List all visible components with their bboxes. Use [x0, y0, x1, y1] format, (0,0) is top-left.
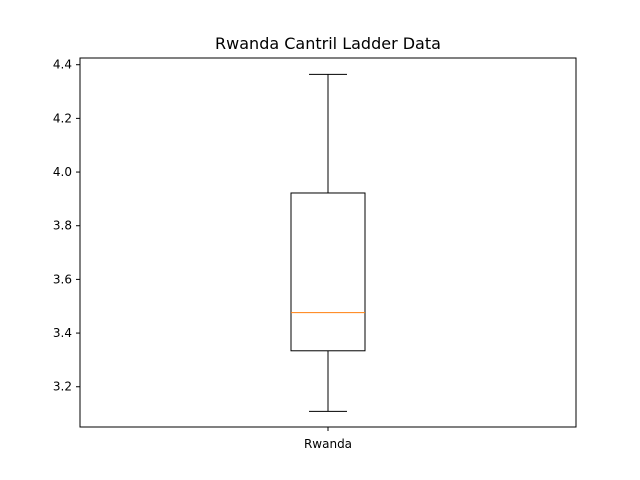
plot-area: [290, 73, 366, 412]
x-axis: Rwanda: [304, 427, 352, 451]
box-group: [290, 73, 366, 412]
y-tick-label: 3.4: [53, 326, 72, 340]
y-tick-label: 4.4: [53, 58, 72, 72]
y-tick-label: 3.8: [53, 219, 72, 233]
y-tick-label: 4.0: [53, 165, 72, 179]
y-tick-label: 3.6: [53, 272, 72, 286]
plot-frame: [79, 57, 577, 428]
x-tick-label: Rwanda: [304, 437, 352, 451]
chart-title: Rwanda Cantril Ladder Data: [215, 34, 441, 53]
y-tick-label: 3.2: [53, 380, 72, 394]
y-tick-label: 4.2: [53, 111, 72, 125]
iqr-box: [290, 192, 366, 352]
y-axis: 3.2 3.4 3.6 3.8 4.0 4.2 4.4: [53, 58, 80, 394]
